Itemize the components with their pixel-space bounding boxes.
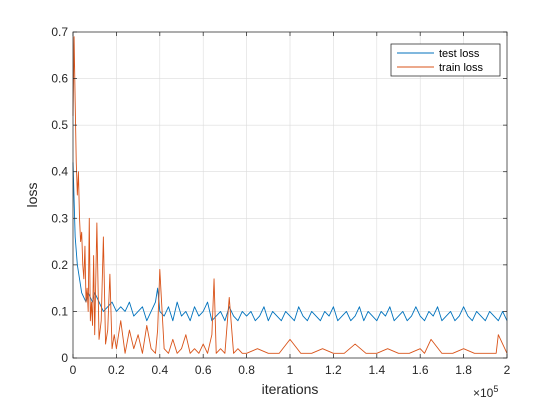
y-tick-label: 0.6 [51, 72, 68, 86]
y-tick-label: 0.5 [51, 118, 68, 132]
ticks: 0 0.2 0.4 0.6 0.8 1 1.2 1.4 1.6 1.8 2 0 0.1 0.2 0.3 0.4… [51, 25, 510, 377]
x-tick-label: 2 [504, 363, 511, 377]
legend: test loss train loss [390, 43, 501, 77]
y-tick-label: 0.3 [51, 211, 68, 225]
y-tick-label: 0.2 [51, 258, 68, 272]
x-exponent-base: ×10 [473, 386, 494, 400]
legend-box [390, 43, 501, 77]
x-tick-label: 1 [287, 363, 294, 377]
x-tick-label: 0.2 [108, 363, 125, 377]
grid [73, 32, 507, 358]
x-tick-label: 0 [70, 363, 77, 377]
series-line-train-loss [72, 36, 508, 354]
x-axis-exponent: ×105 [473, 384, 498, 400]
series-line-test-loss [72, 162, 508, 322]
x-tick-label: 0.4 [151, 363, 168, 377]
x-tick-label: 1.8 [455, 363, 472, 377]
y-tick-label: 0 [61, 351, 68, 365]
y-tick-label: 0.7 [51, 25, 68, 39]
y-tick-label: 0.4 [51, 165, 68, 179]
y-axis-label: loss [24, 183, 40, 208]
x-exponent-power: 5 [493, 384, 498, 394]
plot-area [72, 36, 508, 354]
x-tick-label: 0.8 [238, 363, 255, 377]
legend-label-train-loss: train loss [439, 62, 484, 74]
x-tick-label: 1.2 [325, 363, 342, 377]
x-tick-label: 1.6 [412, 363, 429, 377]
x-tick-label: 0.6 [195, 363, 212, 377]
x-axis-label: iterations [262, 381, 319, 397]
y-tick-label: 0.1 [51, 304, 68, 318]
x-tick-label: 1.4 [368, 363, 385, 377]
legend-label-test-loss: test loss [439, 48, 480, 60]
